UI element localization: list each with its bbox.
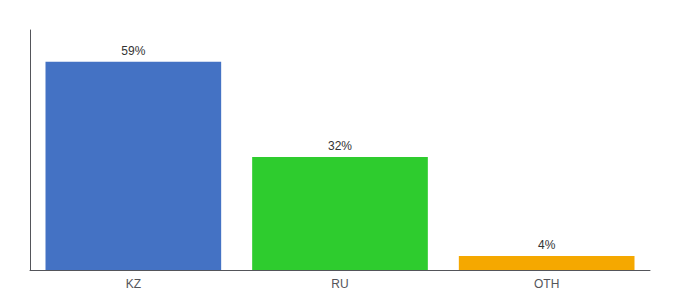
- svg-text:59%: 59%: [121, 44, 145, 58]
- svg-text:OTH: OTH: [534, 277, 559, 291]
- svg-text:KZ: KZ: [126, 277, 141, 291]
- svg-text:RU: RU: [331, 277, 348, 291]
- svg-text:4%: 4%: [538, 238, 556, 252]
- svg-text:32%: 32%: [328, 139, 352, 153]
